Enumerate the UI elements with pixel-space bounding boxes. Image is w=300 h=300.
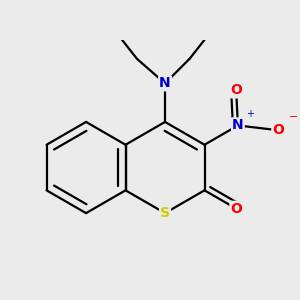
Text: −: − [289, 112, 298, 122]
Text: S: S [160, 206, 170, 220]
Text: N: N [232, 118, 244, 132]
Text: O: O [272, 123, 284, 137]
Text: +: + [246, 109, 254, 119]
Text: O: O [230, 202, 242, 216]
Text: N: N [159, 76, 171, 90]
Text: O: O [230, 83, 242, 98]
